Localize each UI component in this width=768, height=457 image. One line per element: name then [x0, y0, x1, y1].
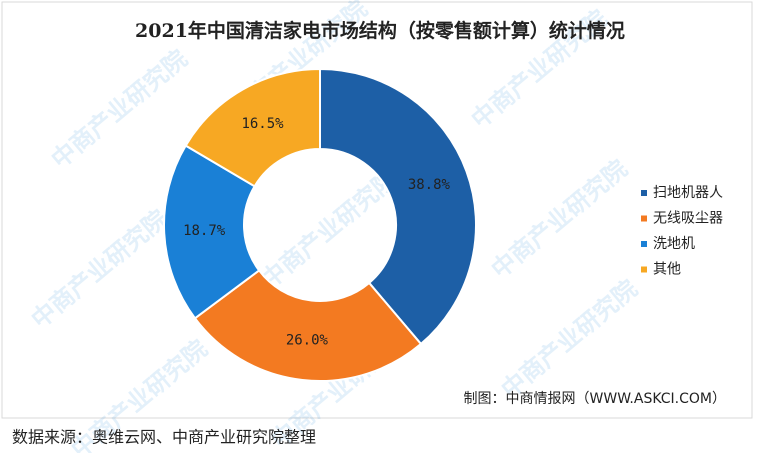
legend-swatch: [641, 215, 647, 222]
legend-label: 洗地机: [653, 236, 695, 252]
credit: 制图：中商情报网（WWW.ASKCI.COM）: [464, 391, 726, 407]
data-label: 18.7%: [183, 223, 226, 239]
data-label: 26.0%: [286, 332, 329, 348]
source: 数据来源：奥维云网、中商产业研究院整理: [12, 428, 316, 447]
donut-slice: [184, 67, 321, 188]
data-label: 16.5%: [241, 116, 284, 132]
chart-title: 2021年中国清洁家电市场结构（按零售额计算）统计情况: [135, 19, 625, 42]
donut: 38.8% 26.0% 18.7% 16.5%: [163, 67, 477, 382]
donut-slice: [193, 269, 423, 382]
legend-swatch: [641, 190, 647, 196]
legend-label: 扫地机器人: [653, 185, 723, 201]
legend-swatch: [641, 241, 647, 247]
donut-slice: [319, 67, 477, 346]
legend-label: 其他: [653, 262, 681, 278]
legend-label: 无线吸尘器: [653, 211, 723, 227]
legend-swatch: [641, 266, 647, 273]
donut-slice: [163, 144, 261, 320]
data-label: 38.8%: [408, 177, 451, 193]
